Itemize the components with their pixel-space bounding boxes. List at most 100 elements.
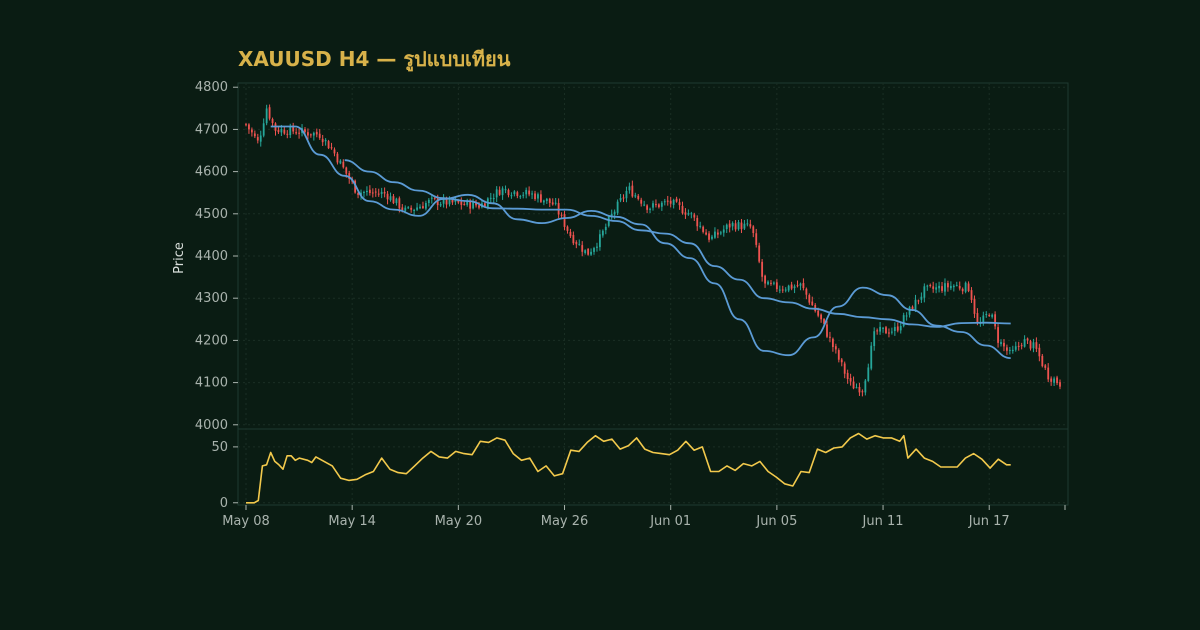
candle-body: [952, 285, 955, 288]
candle-body: [870, 345, 873, 369]
candle-body: [245, 124, 247, 126]
y-axis-title: Price: [172, 242, 187, 274]
candle-body: [669, 200, 672, 204]
candle-body: [1044, 365, 1047, 368]
candle-body: [292, 125, 295, 132]
candle-body: [584, 250, 587, 254]
candle-body: [324, 139, 327, 142]
candle-body: [973, 298, 976, 314]
candle-body: [551, 202, 554, 205]
x-tick-label: Jun 01: [649, 514, 691, 529]
candle-body: [259, 135, 262, 142]
candle-body: [504, 189, 507, 191]
candle-body: [926, 285, 929, 287]
candle-body: [430, 197, 433, 199]
candle-body: [1026, 338, 1029, 341]
candle-body: [587, 248, 590, 255]
candle-body: [454, 200, 457, 202]
chart-title: XAUUSD H4 — รูปแบบเทียน: [238, 47, 511, 73]
candle-body: [545, 198, 548, 201]
candle-body: [483, 203, 486, 207]
candle-body: [531, 193, 533, 195]
candle-body: [548, 198, 551, 203]
candle-body: [725, 224, 728, 230]
candle-body: [967, 283, 970, 292]
candle-body: [799, 283, 802, 286]
candle-body: [342, 161, 345, 168]
candle-body: [764, 275, 766, 284]
candle-body: [743, 223, 746, 229]
x-tick-label: May 26: [541, 514, 589, 529]
candle-body: [327, 141, 330, 149]
candle-body: [991, 314, 994, 317]
x-tick-label: May 08: [222, 514, 270, 529]
candle-body: [643, 204, 646, 206]
candle-body: [1000, 342, 1002, 345]
indicator-tick-label: 50: [211, 440, 228, 455]
candle-body: [277, 129, 280, 133]
candle-body: [666, 200, 669, 202]
candle-body: [380, 191, 383, 194]
candle-body: [932, 286, 935, 289]
candle-body: [401, 207, 404, 210]
candle-body: [478, 205, 480, 208]
candle-body: [955, 285, 958, 287]
candle-body: [345, 167, 348, 174]
candle-body: [448, 198, 451, 205]
candle-body: [831, 338, 834, 348]
candle-body: [419, 206, 421, 209]
candle-body: [628, 186, 631, 191]
candle-body: [770, 282, 772, 284]
candle-body: [964, 282, 967, 292]
candle-body: [268, 107, 271, 119]
candle-body: [1014, 346, 1017, 350]
candle-body: [1020, 345, 1023, 347]
candle-body: [649, 208, 651, 210]
candle-body: [510, 195, 513, 197]
candle-body: [460, 201, 463, 205]
candle-body: [522, 194, 525, 196]
candle-body: [802, 283, 805, 289]
candle-body: [820, 314, 823, 320]
candle-body: [596, 246, 598, 248]
candle-body: [840, 359, 843, 363]
candle-body: [1053, 378, 1056, 383]
candle-body: [755, 233, 758, 245]
indicator-y-ticks: 0 50: [211, 440, 238, 511]
x-tick-label: Jun 11: [862, 514, 904, 529]
candle-body: [826, 324, 828, 337]
candle-body: [330, 147, 333, 149]
candle-body: [970, 290, 973, 300]
candle-body: [439, 204, 442, 206]
candle-body: [339, 160, 342, 164]
candle-body: [357, 193, 359, 195]
candle-body: [929, 284, 932, 286]
candle-body: [516, 192, 519, 196]
candle-body: [333, 149, 336, 154]
candle-body: [398, 198, 401, 209]
candle-body: [304, 129, 306, 132]
candle-body: [560, 214, 563, 216]
candle-body: [660, 202, 663, 207]
candle-body: [498, 189, 501, 195]
price-tick-label: 4800: [195, 80, 228, 95]
candle-body: [681, 205, 684, 214]
candle-body: [616, 201, 619, 213]
candle-body: [976, 313, 979, 324]
candle-body: [525, 189, 528, 195]
candle-body: [312, 132, 315, 136]
candle-body: [590, 251, 592, 255]
candle-body: [572, 234, 575, 244]
candle-body: [834, 346, 837, 350]
candle-body: [663, 201, 666, 203]
candle-body: [888, 332, 890, 334]
candle-body: [758, 245, 761, 262]
candle-body: [652, 203, 654, 208]
candle-body: [678, 202, 681, 206]
candle-body: [716, 232, 719, 235]
candle-body: [489, 197, 492, 199]
price-tick-label: 4000: [195, 418, 228, 433]
candle-body: [427, 199, 430, 204]
candle-body: [879, 326, 882, 332]
candle-body: [737, 222, 740, 230]
